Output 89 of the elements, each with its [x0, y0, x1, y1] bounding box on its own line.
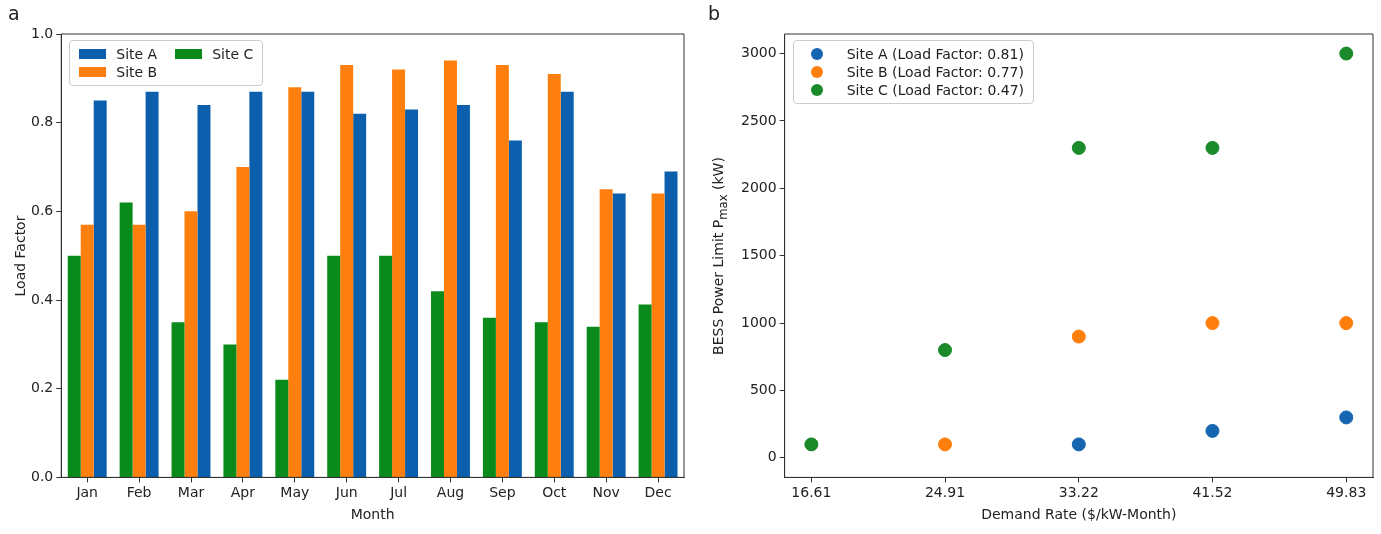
point	[1205, 423, 1220, 438]
legend-label: Site C	[212, 46, 254, 62]
bar	[197, 104, 211, 477]
bar	[586, 326, 600, 477]
x-tick-label: Jun	[334, 484, 358, 501]
bar	[508, 140, 522, 477]
chart-title: b	[708, 2, 721, 24]
y-tick-label: 0.0	[31, 468, 54, 485]
x-tick-label: Sep	[489, 484, 516, 501]
x-tick-label: Jan	[75, 484, 99, 501]
y-axis-title: Load Factor	[12, 215, 28, 297]
bar	[223, 344, 237, 477]
bar	[236, 167, 250, 477]
x-tick-label: Jul	[389, 484, 408, 501]
legend-label: Site A	[116, 46, 158, 62]
x-tick-label: Aug	[436, 484, 465, 501]
point	[1205, 140, 1220, 155]
bar	[612, 193, 626, 477]
legend-label: Site B	[116, 64, 158, 80]
bar	[443, 60, 457, 477]
point	[1339, 316, 1354, 331]
bar	[405, 109, 419, 477]
x-axis-title: Demand Rate ($/kW-Month)	[981, 506, 1177, 523]
y-tick-label: 2500	[740, 111, 777, 128]
legend-label: Site A (Load Factor: 0.81)	[846, 46, 1024, 62]
bar	[547, 73, 561, 477]
chart-title: a	[8, 2, 20, 24]
point	[1205, 316, 1220, 331]
legend-label: Site C (Load Factor: 0.47)	[846, 82, 1025, 98]
bar	[119, 202, 133, 477]
y-tick-label: 0.6	[31, 202, 54, 218]
x-tick-label: May	[280, 484, 310, 501]
bar	[327, 255, 341, 477]
y-tick-label: 0.4	[31, 290, 54, 307]
y-tick-label: 0	[767, 448, 777, 465]
bar	[495, 65, 509, 477]
x-tick-label: Mar	[177, 484, 205, 501]
bar	[93, 100, 107, 477]
bar	[664, 171, 678, 477]
bar	[340, 65, 354, 477]
y-tick-label: 2000	[740, 178, 777, 195]
bar	[456, 104, 470, 477]
x-tick-label: 16.61	[791, 484, 832, 501]
x-tick-label: 24.91	[924, 484, 966, 501]
bar	[431, 291, 444, 477]
x-tick-label: Dec	[644, 484, 672, 501]
bar	[392, 69, 406, 477]
x-tick-label: 49.83	[1326, 484, 1367, 501]
bar	[638, 304, 652, 477]
y-tick-label: 1.0	[31, 24, 54, 41]
y-tick-label: 0.2	[31, 379, 54, 396]
bar	[249, 91, 263, 477]
y-tick-label: 1000	[740, 313, 777, 330]
bar	[145, 91, 159, 477]
x-tick-label: Apr	[230, 484, 256, 501]
x-tick-label: Feb	[126, 484, 152, 501]
x-axis-title: Month	[350, 506, 395, 523]
bar	[353, 113, 367, 477]
y-tick-label: 1500	[740, 246, 777, 263]
bar	[482, 317, 496, 477]
point	[1339, 46, 1354, 61]
legend-label: Site B (Load Factor: 0.77)	[846, 64, 1024, 80]
bar	[80, 224, 94, 477]
bar	[275, 379, 289, 477]
bar	[379, 255, 393, 477]
y-tick-label: 500	[749, 381, 777, 398]
bar	[132, 224, 146, 477]
point	[1071, 140, 1086, 155]
bar	[534, 322, 548, 477]
bar	[184, 211, 198, 477]
bar	[67, 255, 81, 477]
bar	[599, 189, 613, 477]
x-tick-label: 33.22	[1058, 484, 1099, 501]
point	[938, 437, 953, 452]
point	[1071, 437, 1086, 452]
point	[804, 437, 819, 452]
point	[1339, 410, 1354, 425]
x-tick-label: 41.52	[1192, 484, 1233, 501]
y-tick-label: 3000	[740, 44, 777, 61]
bar	[301, 91, 315, 477]
point	[938, 343, 953, 358]
bar	[171, 322, 185, 477]
bar	[288, 87, 302, 477]
x-tick-label: Nov	[592, 484, 620, 501]
y-tick-label: 0.8	[31, 113, 54, 130]
x-tick-label: Oct	[542, 484, 567, 501]
point	[1071, 329, 1086, 344]
bar	[560, 91, 574, 477]
bar	[651, 193, 665, 477]
